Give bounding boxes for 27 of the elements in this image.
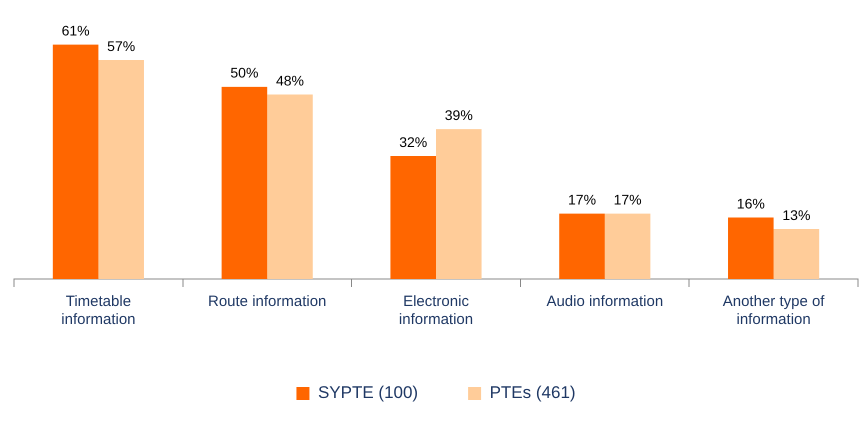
x-tick-label: Timetable information (61, 293, 136, 328)
data-label: 57% (107, 38, 136, 54)
data-label: 48% (276, 72, 304, 88)
bar (267, 94, 313, 279)
x-tick-label: Route information (208, 293, 326, 310)
data-label: 32% (399, 134, 428, 150)
data-label: 16% (736, 195, 765, 212)
legend-label: SYPTE (100) (318, 383, 418, 402)
bar (436, 129, 482, 279)
bar (52, 44, 98, 279)
data-label: 50% (230, 64, 258, 81)
data-label: 39% (444, 106, 473, 123)
data-label: 61% (62, 22, 90, 38)
bar (390, 156, 436, 279)
data-label: 13% (782, 206, 810, 223)
bar (222, 86, 268, 279)
x-tick-label: Electronic information (398, 293, 474, 328)
x-tick-label: Audio information (546, 293, 664, 310)
bar (604, 214, 650, 279)
bar (98, 60, 144, 279)
bar (559, 214, 605, 279)
bar (774, 229, 820, 279)
data-label: 17% (568, 192, 596, 208)
x-tick-label: Another type of information (722, 293, 826, 328)
bar (728, 218, 774, 279)
data-label: 17% (614, 192, 642, 208)
legend-label: PTEs (461) (490, 383, 576, 402)
